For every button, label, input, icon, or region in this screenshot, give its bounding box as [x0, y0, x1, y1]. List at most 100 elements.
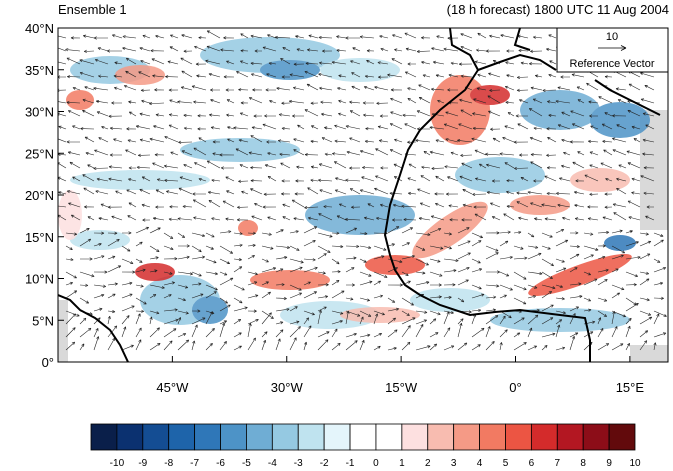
wind-vector [574, 204, 585, 208]
wind-vector [500, 34, 515, 39]
wind-vector [149, 245, 160, 252]
colorbar-swatch [556, 423, 584, 451]
wind-vector [304, 70, 319, 78]
wind-vector [363, 113, 375, 117]
wind-vector [318, 73, 333, 78]
wind-vector [387, 226, 400, 234]
lat-tick-label: 40°N [25, 21, 54, 36]
wind-vector [331, 60, 347, 65]
wind-vector [491, 216, 501, 221]
wind-vector [58, 125, 67, 130]
wind-vector [212, 152, 221, 156]
wind-vector [639, 310, 652, 316]
wind-vector [79, 238, 92, 247]
wind-vector [415, 232, 431, 237]
wind-vector [625, 303, 639, 312]
wind-vector [415, 281, 430, 286]
wind-vector [58, 61, 67, 65]
wind-vector-field [58, 30, 667, 351]
colorbar-label: -9 [138, 458, 147, 469]
wind-vector [128, 202, 137, 208]
wind-vector [247, 271, 258, 276]
wind-vector [210, 126, 221, 130]
wind-vector [163, 328, 177, 338]
wind-vector [205, 271, 218, 276]
wind-vector [435, 139, 445, 143]
wind-vector [345, 227, 358, 234]
lon-tick-label: 30°W [271, 380, 304, 395]
wind-vector [597, 317, 602, 325]
wind-vector [293, 217, 305, 221]
colorbar-label: 6 [529, 458, 535, 469]
reference-vector-legend: 10 Reference Vector [556, 27, 669, 73]
wind-vector [107, 309, 116, 314]
wind-vector [177, 271, 193, 276]
wind-vector [546, 127, 557, 131]
wind-vector [155, 34, 165, 39]
wind-vector [544, 217, 557, 221]
wind-vector [373, 310, 385, 316]
wind-vector [603, 149, 613, 156]
wind-vector [431, 87, 445, 91]
wind-vector [125, 70, 137, 78]
wind-vector [541, 284, 556, 290]
wind-vector [183, 126, 193, 130]
wind-vector [462, 189, 473, 195]
wind-vector [485, 308, 496, 312]
wind-vector [541, 345, 548, 351]
colorbar-swatch [505, 423, 532, 451]
colorbar-swatch [479, 423, 506, 451]
wind-vector [317, 283, 329, 287]
wind-vector [205, 258, 217, 264]
wind-vector [378, 139, 389, 143]
wind-vector [142, 218, 151, 222]
wind-vector [338, 112, 347, 117]
wind-vector [429, 126, 445, 130]
wind-vector [65, 290, 78, 299]
wind-vector [169, 46, 179, 52]
wind-vector [616, 177, 627, 182]
wind-vector [532, 98, 543, 104]
wind-vector [557, 86, 571, 91]
wind-vector [65, 232, 78, 236]
wind-vector [589, 151, 599, 156]
wind-vector [557, 124, 571, 130]
wind-vector [625, 241, 639, 247]
wind-vector [515, 114, 529, 118]
wind-vector [376, 216, 389, 221]
wind-vector [107, 231, 118, 235]
wind-vector [337, 87, 347, 91]
wind-vector [541, 291, 553, 299]
wind-vector [135, 125, 151, 130]
wind-vector [431, 47, 445, 52]
wind-vector [546, 47, 557, 52]
wind-vector [139, 112, 151, 117]
colorbar-label: -3 [294, 458, 303, 469]
wind-vector [192, 192, 206, 196]
wind-vector [639, 340, 648, 351]
wind-vector [319, 86, 333, 91]
map-area [58, 28, 668, 362]
wind-vector [625, 317, 632, 325]
wind-vector [448, 73, 459, 78]
wind-vector [415, 271, 426, 275]
wind-vector [530, 49, 543, 53]
wind-vector [139, 188, 151, 195]
wind-vector [154, 153, 165, 157]
wind-vector [359, 35, 375, 39]
wind-vector [569, 253, 580, 260]
wind-vector [177, 317, 182, 325]
wind-vector [604, 112, 613, 117]
wind-vector [443, 123, 459, 130]
wind-vector [488, 72, 501, 78]
wind-vector [79, 343, 85, 351]
wind-vector [233, 297, 243, 304]
colorbar-swatch [530, 423, 558, 451]
wind-vector [445, 192, 459, 196]
wind-vector [639, 330, 649, 338]
wind-vector [415, 319, 428, 325]
land-mask-se [630, 345, 668, 362]
wind-vector [264, 114, 277, 118]
wind-vector [101, 126, 109, 130]
wind-vector [293, 149, 305, 156]
